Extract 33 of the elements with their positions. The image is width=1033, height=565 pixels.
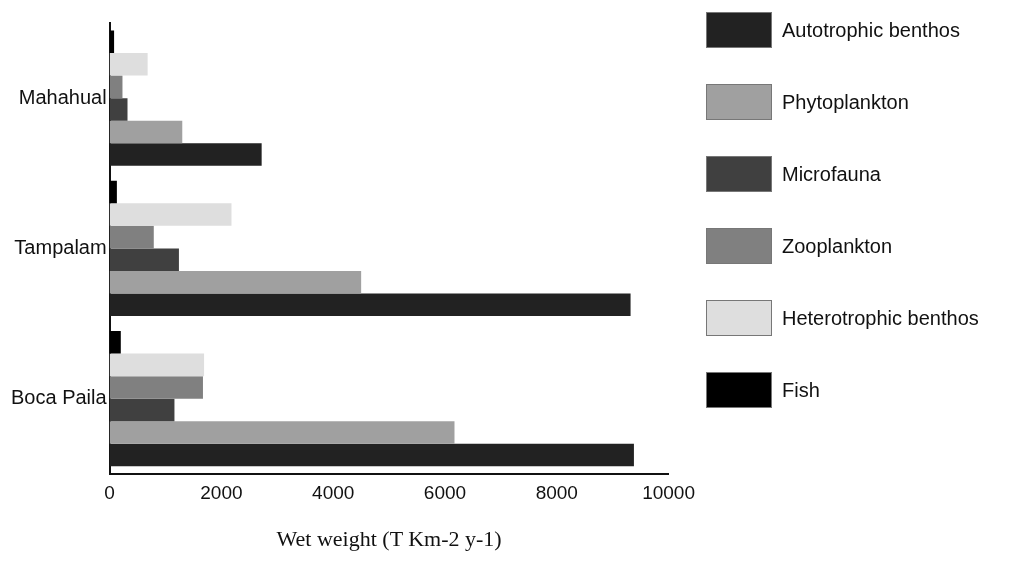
x-tick-label: 8000: [535, 482, 578, 504]
x-tick-label: 4000: [312, 482, 355, 504]
x-tick-label: 10000: [642, 482, 695, 504]
bar: [109, 75, 123, 99]
bar: [109, 421, 455, 444]
bar: [109, 443, 634, 467]
bar: [109, 331, 121, 354]
legend-label: Microfauna: [782, 162, 881, 186]
bar: [109, 353, 205, 377]
legend-label: Fish: [782, 378, 820, 402]
bar: [109, 293, 631, 317]
bar: [109, 225, 154, 249]
x-tick-label: 0: [104, 482, 115, 504]
bar: [109, 270, 362, 294]
bar: [109, 53, 148, 76]
bar: [109, 98, 128, 121]
bar: [109, 398, 175, 422]
bar: [109, 143, 262, 166]
legend-label: Phytoplankton: [782, 90, 909, 114]
legend-label: Autotrophic benthos: [782, 18, 960, 42]
bar: [109, 376, 203, 399]
x-tick-label: 2000: [200, 482, 243, 504]
legend-label: Heterotrophic benthos: [782, 306, 979, 330]
bar: [109, 120, 183, 144]
x-tick-label: 6000: [423, 482, 467, 504]
bar: [109, 248, 179, 271]
legend-label: Zooplankton: [782, 234, 893, 258]
y-tick-label: Tampalam: [14, 235, 107, 258]
y-tick-label: Boca Paila: [10, 386, 108, 409]
y-tick-label: Mahahual: [18, 85, 107, 108]
bar: [109, 203, 232, 226]
bar: [109, 180, 117, 204]
x-axis-title: Wet weight (T Km-2 y-1): [276, 525, 502, 551]
